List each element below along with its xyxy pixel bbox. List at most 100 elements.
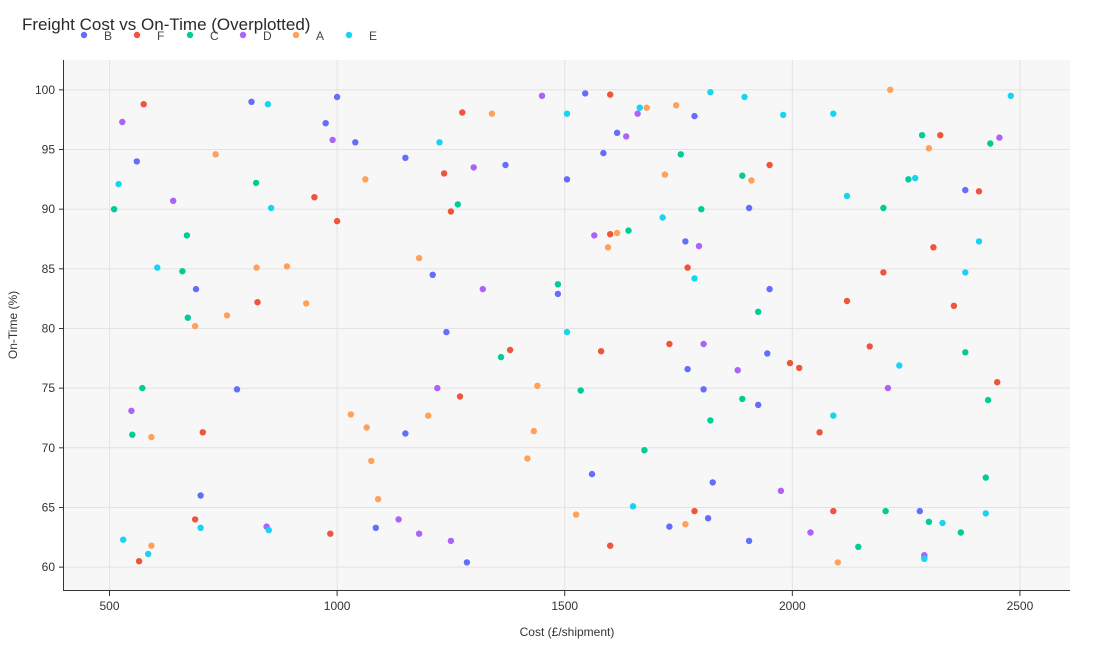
- data-point: [179, 268, 186, 275]
- data-point: [916, 507, 923, 515]
- series-A: [148, 86, 933, 566]
- data-point: [623, 133, 630, 140]
- data-point: [184, 314, 191, 321]
- data-point: [148, 433, 155, 441]
- y-tick-label: 95: [42, 142, 56, 156]
- legend-marker: [345, 31, 353, 39]
- data-point: [659, 214, 666, 221]
- data-point: [843, 192, 851, 200]
- data-point: [119, 118, 126, 126]
- data-point: [192, 285, 200, 293]
- data-point: [766, 285, 773, 293]
- data-point: [707, 417, 714, 424]
- legend-item-C[interactable]: C: [186, 29, 219, 43]
- data-point: [786, 359, 794, 367]
- data-point: [120, 536, 127, 543]
- legend-marker: [133, 31, 141, 39]
- legend-label: B: [104, 29, 112, 43]
- data-point: [700, 340, 707, 348]
- series-E: [115, 89, 1014, 562]
- x-axis-title: Cost (£/shipment): [520, 625, 615, 639]
- data-point: [996, 134, 1003, 141]
- y-tick-label: 60: [42, 560, 56, 574]
- x-tick-label: 1500: [551, 599, 578, 613]
- data-point: [709, 479, 716, 486]
- data-point: [362, 176, 369, 183]
- data-point: [613, 229, 621, 237]
- y-tick-label: 75: [42, 381, 56, 395]
- data-point: [577, 387, 584, 394]
- data-point: [880, 204, 887, 212]
- data-point: [197, 492, 204, 499]
- legend-item-E[interactable]: E: [345, 29, 377, 43]
- data-point: [925, 145, 933, 152]
- data-point: [374, 495, 382, 503]
- data-point: [921, 555, 928, 562]
- legend-item-A[interactable]: A: [292, 29, 324, 43]
- legend-item-D[interactable]: D: [239, 29, 272, 43]
- data-point: [502, 161, 509, 169]
- y-tick-label: 85: [42, 262, 56, 276]
- legend-item-B[interactable]: B: [80, 29, 112, 43]
- data-point: [534, 382, 541, 389]
- data-point: [128, 407, 135, 414]
- data-point: [252, 179, 260, 187]
- data-point: [698, 206, 705, 213]
- data-point: [957, 529, 964, 536]
- data-point: [402, 430, 409, 437]
- data-point: [145, 550, 152, 558]
- data-point: [402, 154, 409, 161]
- data-point: [425, 412, 432, 419]
- data-point: [695, 242, 703, 250]
- data-point: [607, 542, 614, 549]
- y-tick-label: 80: [42, 321, 56, 335]
- x-tick-label: 2500: [1007, 599, 1034, 613]
- data-point: [183, 232, 191, 239]
- data-point: [440, 170, 448, 177]
- data-point: [463, 559, 471, 566]
- data-point: [506, 346, 514, 354]
- data-point: [691, 507, 698, 515]
- series-F: [135, 91, 1001, 565]
- plot-area: [64, 60, 1070, 591]
- data-point: [1007, 92, 1014, 100]
- data-point: [975, 188, 983, 195]
- data-point: [254, 299, 261, 306]
- data-point: [139, 384, 146, 392]
- x-tick-label: 500: [100, 599, 120, 613]
- data-point: [796, 364, 803, 372]
- data-point: [962, 269, 969, 276]
- data-point: [352, 139, 359, 146]
- data-point: [830, 110, 837, 117]
- data-point: [554, 281, 562, 288]
- data-point: [327, 530, 334, 537]
- data-point: [937, 132, 944, 139]
- data-point: [607, 231, 614, 238]
- data-point: [212, 151, 219, 158]
- data-point: [459, 109, 466, 116]
- data-point: [975, 238, 983, 245]
- y-tick-label: 100: [35, 83, 55, 97]
- data-point: [223, 312, 231, 319]
- data-point: [148, 542, 155, 549]
- data-point: [267, 204, 275, 212]
- data-point: [830, 412, 837, 419]
- data-point: [395, 516, 402, 523]
- data-point: [563, 110, 571, 117]
- data-point: [456, 393, 464, 400]
- data-point: [470, 164, 477, 171]
- data-point: [636, 104, 643, 111]
- data-point: [925, 518, 933, 525]
- data-point: [233, 386, 241, 393]
- legend-item-F[interactable]: F: [133, 29, 165, 43]
- data-point: [368, 457, 375, 465]
- data-points: [110, 86, 1014, 566]
- data-point: [613, 129, 621, 136]
- data-point: [479, 285, 486, 293]
- data-point: [807, 529, 814, 536]
- data-point: [666, 340, 673, 348]
- data-point: [994, 379, 1001, 386]
- data-point: [629, 503, 637, 510]
- data-point: [691, 275, 698, 282]
